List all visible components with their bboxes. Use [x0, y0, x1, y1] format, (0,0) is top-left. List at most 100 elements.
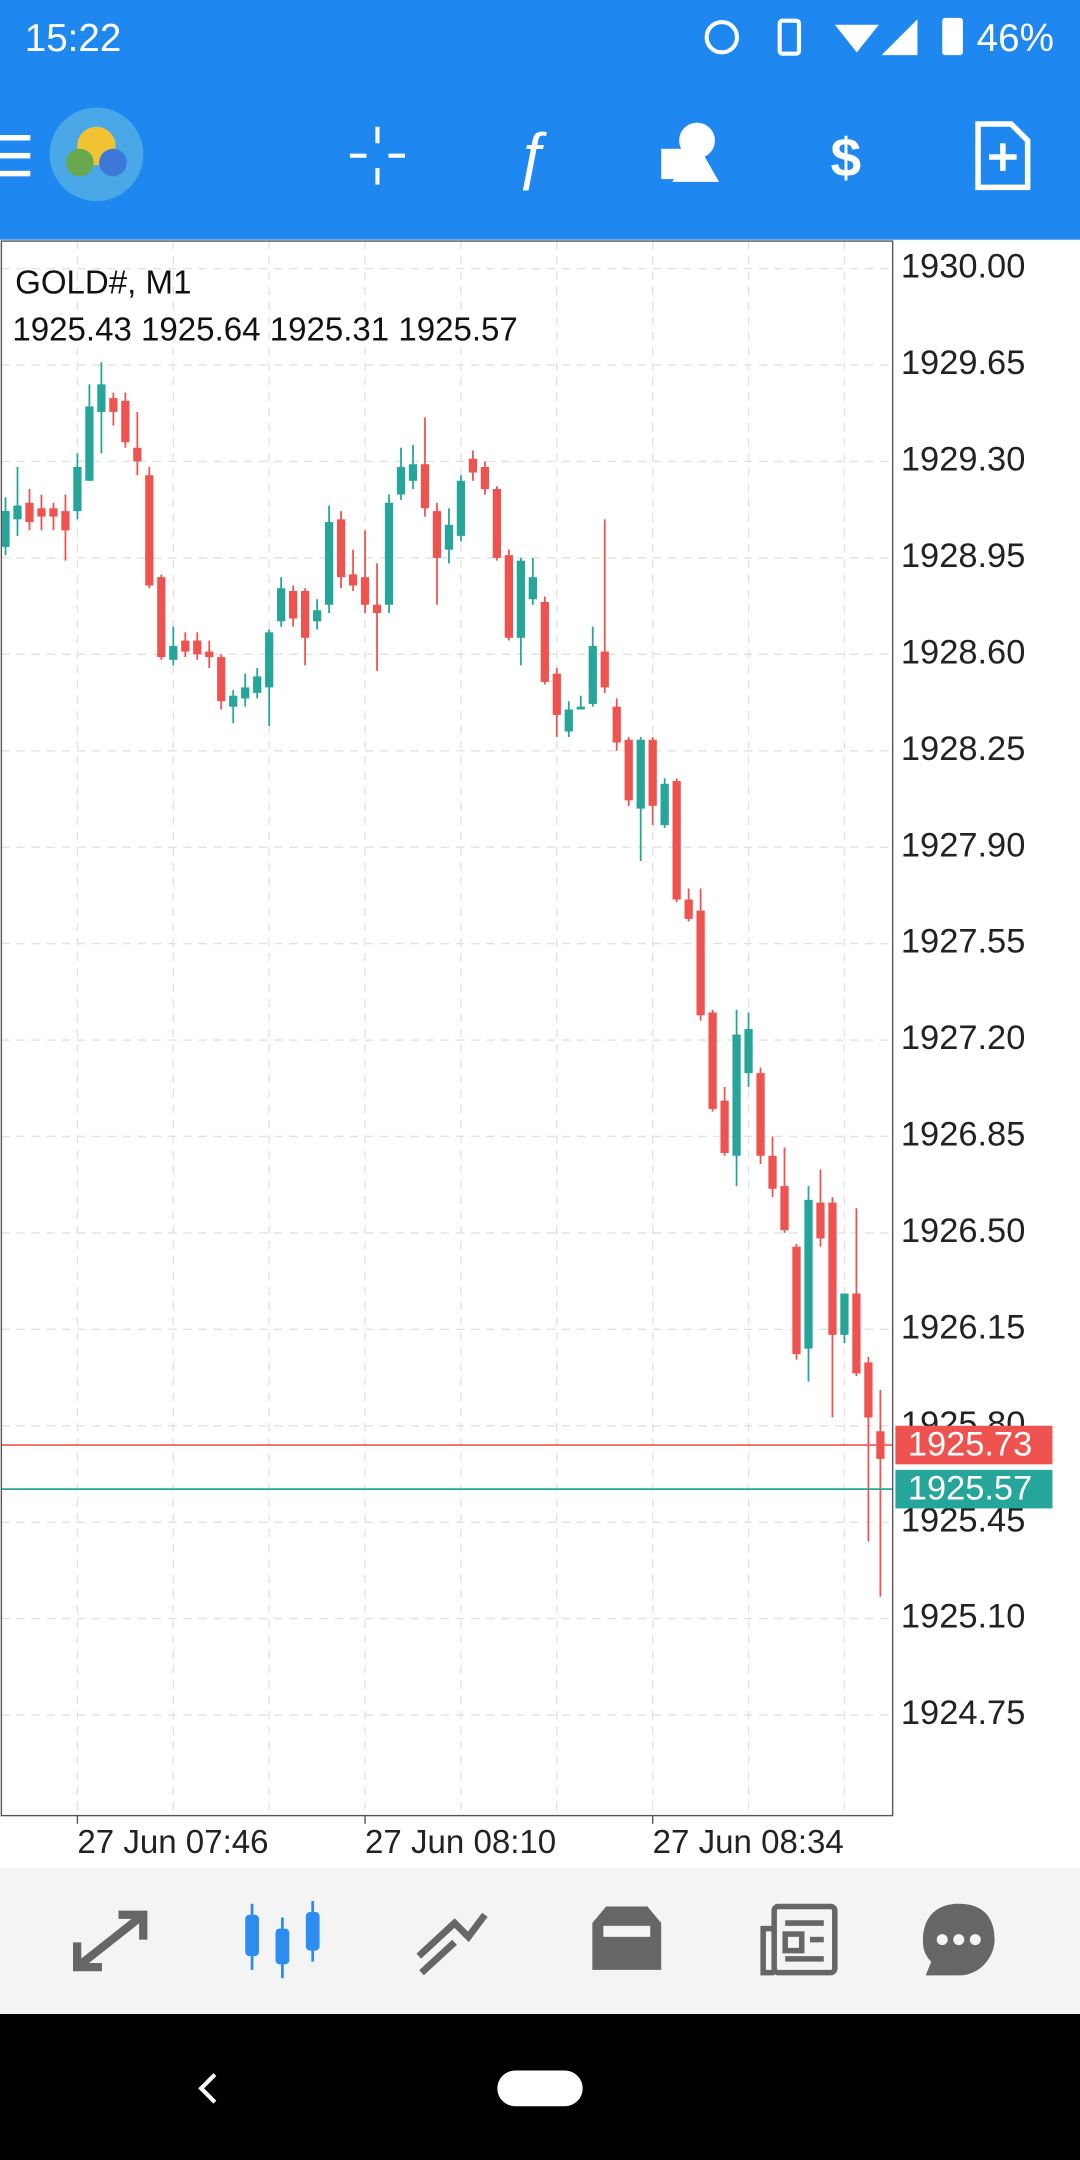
status-icons: [704, 17, 963, 56]
candle-body: [25, 502, 34, 523]
candle-body: [420, 464, 430, 509]
crosshair-button[interactable]: [349, 126, 405, 185]
ohlc-value: 1925.57: [398, 311, 517, 348]
chat-tab[interactable]: [922, 1903, 995, 1976]
candle-body: [73, 466, 82, 512]
trade-button[interactable]: $: [830, 126, 861, 188]
candle-body: [384, 502, 394, 605]
candle-body: [336, 519, 346, 578]
candle-body: [552, 673, 561, 715]
candle-body: [97, 384, 106, 412]
y-tick-label: 1926.50: [901, 1212, 1025, 1250]
x-tick-label: 27 Jun 08:34: [653, 1824, 844, 1861]
candle-body: [792, 1246, 801, 1355]
candle-body: [265, 632, 274, 688]
candle-body: [348, 574, 358, 586]
ohlc-value: 1925.43: [12, 311, 131, 348]
y-tick-label: 1924.75: [901, 1694, 1025, 1732]
candle-body: [312, 610, 322, 622]
y-tick-label: 1926.15: [901, 1308, 1025, 1346]
candle-body: [528, 577, 537, 600]
ohlc-info: 1925.43 1925.64 1925.31 1925.57: [12, 311, 517, 348]
candle-body: [564, 709, 573, 732]
candle-body: [732, 1034, 741, 1156]
candle-body: [277, 588, 286, 622]
y-tick-label: 1927.90: [901, 826, 1025, 864]
y-tick-label: 1928.60: [901, 633, 1025, 671]
candle-body: [576, 706, 585, 710]
status-time: 15:22: [25, 17, 122, 60]
y-tick-label: 1929.30: [901, 441, 1025, 479]
y-tick-label: 1926.85: [901, 1116, 1025, 1154]
candle-body: [696, 910, 705, 1016]
menu-button[interactable]: [0, 135, 31, 177]
candle-body: [768, 1155, 777, 1189]
candle-body: [648, 739, 657, 806]
candle-body: [300, 590, 310, 638]
candle-body: [217, 657, 226, 702]
candle-body: [504, 555, 513, 638]
candle-body: [684, 899, 693, 919]
candle-body: [121, 400, 130, 443]
ask-label-box: [895, 1425, 1053, 1465]
y-tick-label: 1928.95: [901, 537, 1025, 575]
candle-body: [396, 466, 406, 495]
candle-body: [672, 781, 681, 900]
x-tick-label: 27 Jun 08:10: [365, 1824, 556, 1861]
y-tick-label: 1928.25: [901, 730, 1025, 768]
y-tick-label: 1927.20: [901, 1019, 1025, 1057]
candle-body: [1, 511, 10, 547]
candle-body: [756, 1073, 765, 1156]
ohlc-value: 1925.64: [141, 311, 260, 348]
candle-body: [61, 511, 70, 531]
chart-tab[interactable]: [245, 1901, 320, 1979]
candle-body: [636, 739, 645, 809]
candle-body: [289, 590, 298, 619]
candle-body: [456, 480, 466, 536]
new-order-button[interactable]: [975, 121, 1031, 191]
candle-body: [780, 1186, 789, 1231]
x-tick-label: 27 Jun 07:46: [77, 1824, 268, 1861]
candle-body: [708, 1012, 717, 1109]
trade-tab[interactable]: [416, 1912, 488, 1976]
candle-body: [372, 604, 382, 614]
candle-body: [852, 1293, 861, 1374]
candle-body: [492, 489, 502, 558]
chart: 1930.00 1929.65 1929.30 1928.95 1928.60 1928.…: [1, 241, 1053, 1861]
quotes-tab[interactable]: [73, 1910, 148, 1972]
candle-body: [157, 577, 166, 658]
y-tick-label: 1930.00: [901, 248, 1025, 286]
candle-body: [133, 447, 142, 462]
bid-label: 1925.57: [908, 1470, 1032, 1508]
bid-label-box: [895, 1469, 1053, 1509]
candle-body: [37, 508, 46, 517]
candle-body: [109, 398, 118, 412]
candle-body: [828, 1202, 837, 1335]
candle-body: [540, 601, 549, 682]
back-button[interactable]: [198, 2073, 217, 2104]
objects-button[interactable]: [661, 122, 720, 182]
indicators-button[interactable]: ƒ: [514, 120, 549, 191]
candle-body: [720, 1100, 729, 1154]
candle-body: [660, 783, 669, 826]
candle-body: [516, 560, 525, 638]
home-button[interactable]: [497, 2070, 583, 2107]
candle-body: [588, 646, 597, 704]
candle-body: [145, 475, 154, 586]
ohlc-value: 1925.31: [270, 311, 389, 348]
candle-body: [408, 464, 418, 481]
ask-label: 1925.73: [908, 1426, 1032, 1464]
news-tab[interactable]: [760, 1903, 838, 1976]
y-tick-label: 1927.55: [901, 923, 1025, 961]
candle-body: [432, 511, 442, 558]
history-tab[interactable]: [592, 1906, 662, 1970]
app-logo[interactable]: [49, 107, 144, 202]
candle-body: [744, 1029, 753, 1074]
symbol-label: GOLD#, M1: [15, 264, 191, 301]
candle-body: [804, 1199, 813, 1349]
candle-body: [600, 651, 609, 688]
candle-body: [864, 1362, 873, 1418]
battery-level: 46%: [977, 17, 1054, 60]
